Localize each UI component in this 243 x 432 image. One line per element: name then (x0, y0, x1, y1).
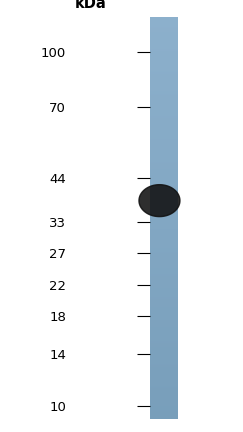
Polygon shape (139, 184, 180, 216)
Text: kDa: kDa (74, 0, 106, 11)
